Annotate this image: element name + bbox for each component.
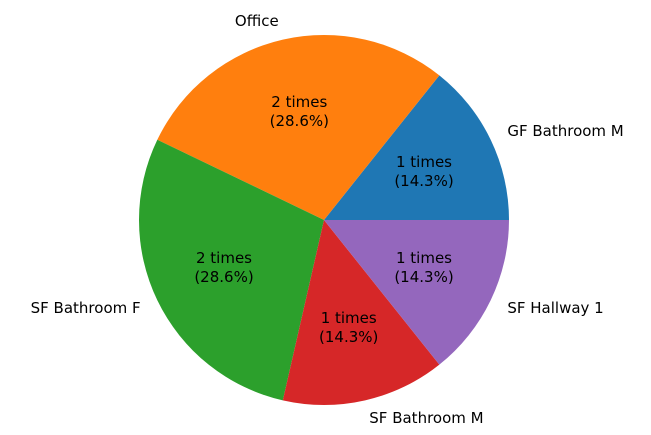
data-label-sf-bathroom-f: 2 times (28.6%) (194, 249, 253, 286)
data-label-count-sf-hallway-1: 1 times (396, 249, 452, 267)
data-label-percent-gf-bathroom-m: (14.3%) (394, 171, 453, 189)
slice-label-office: Office (235, 12, 279, 30)
data-label-sf-hallway-1: 1 times (14.3%) (394, 249, 453, 286)
slice-sf-hallway-1 (324, 220, 509, 365)
slice-label-sf-bathroom-m: SF Bathroom M (369, 409, 483, 427)
data-label-count-gf-bathroom-m: 1 times (396, 152, 452, 170)
data-label-gf-bathroom-m: 1 times (14.3%) (394, 152, 453, 189)
data-label-percent-office: (28.6%) (270, 111, 329, 129)
data-label-percent-sf-bathroom-f: (28.6%) (194, 268, 253, 286)
data-label-sf-bathroom-m: 1 times (14.3%) (319, 309, 378, 346)
slice-label-sf-bathroom-f: SF Bathroom F (31, 299, 141, 317)
slice-sf-bathroom-f (138, 139, 324, 401)
pie-slices (138, 35, 509, 405)
data-label-count-office: 2 times (271, 92, 327, 110)
slice-sf-bathroom-m (282, 220, 440, 405)
data-label-count-sf-bathroom-f: 2 times (196, 249, 252, 267)
data-label-percent-sf-hallway-1: (14.3%) (394, 268, 453, 286)
data-label-office: 2 times (28.6%) (270, 92, 329, 129)
slice-office (157, 35, 440, 220)
slice-gf-bathroom-m (324, 75, 509, 220)
pie-outer-labels: GF Bathroom M Office SF Bathroom F SF Bathr… (31, 12, 624, 427)
data-label-count-sf-bathroom-m: 1 times (321, 309, 377, 327)
slice-label-sf-hallway-1: SF Hallway 1 (507, 299, 603, 317)
pie-inner-labels: 1 times (14.3%)2 times (28.6%)2 times (28.6… (194, 92, 453, 345)
slice-label-gf-bathroom-m: GF Bathroom M (507, 122, 623, 140)
data-label-percent-sf-bathroom-m: (14.3%) (319, 328, 378, 346)
